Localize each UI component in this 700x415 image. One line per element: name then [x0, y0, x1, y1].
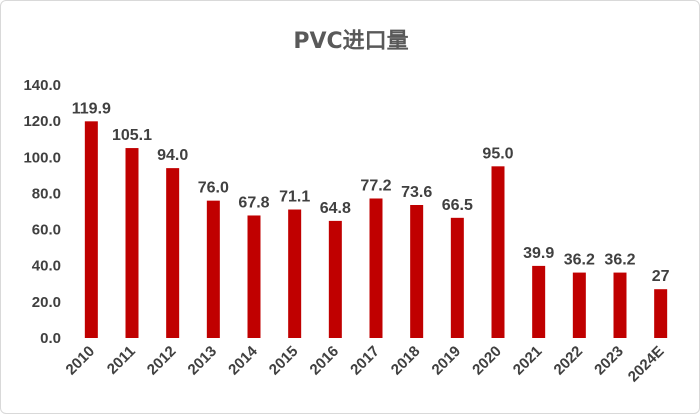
- x-tick-label: 2021: [510, 343, 546, 379]
- x-tick-label: 2022: [551, 343, 587, 379]
- x-tick-label: 2016: [307, 343, 343, 379]
- y-tick-label: 140.0: [23, 77, 61, 94]
- x-tick-label: 2018: [388, 343, 424, 379]
- y-tick-label: 20.0: [32, 294, 61, 311]
- bar: [491, 166, 505, 338]
- y-tick-label: 0.0: [40, 330, 61, 347]
- data-label: 76.0: [198, 180, 229, 197]
- y-tick-label: 80.0: [32, 185, 61, 202]
- x-tick-label: 2023: [591, 343, 627, 379]
- data-label: 95.0: [482, 145, 513, 162]
- bar: [572, 272, 586, 338]
- bar: [206, 200, 220, 338]
- data-label: 71.1: [279, 189, 310, 206]
- y-tick-label: 60.0: [32, 222, 61, 239]
- data-label: 94.0: [157, 147, 188, 164]
- x-tick-label: 2012: [144, 343, 180, 379]
- y-tick-label: 120.0: [23, 113, 61, 130]
- data-label: 66.5: [442, 197, 473, 214]
- x-tick-label: 2015: [266, 343, 302, 379]
- x-tick-label: 2011: [104, 343, 139, 378]
- data-label: 36.2: [564, 252, 595, 269]
- x-axis: 2010 2011 2012 2013 2014 2015 2016 2017 2018 2019…: [63, 342, 668, 385]
- data-label: 119.9: [72, 100, 111, 117]
- y-axis: 0.0 20.0 40.0 60.0 80.0 100.0 120.0 140.0: [23, 77, 61, 347]
- bar: [532, 265, 546, 338]
- bar: [125, 148, 139, 338]
- bar: [654, 289, 668, 338]
- data-label: 77.2: [360, 177, 391, 194]
- x-tick-label: 2020: [469, 343, 505, 379]
- bar: [410, 204, 424, 338]
- y-tick-label: 40.0: [32, 258, 61, 275]
- bar: [613, 272, 627, 338]
- data-label: 36.2: [604, 252, 635, 269]
- bar: [247, 215, 261, 338]
- bar: [450, 217, 464, 338]
- bar: [84, 121, 98, 338]
- bar-series: [84, 121, 668, 338]
- chart-title: PVC进口量: [293, 29, 409, 54]
- bar: [288, 209, 302, 338]
- x-tick-label: 2019: [429, 343, 465, 379]
- data-label: 39.9: [523, 245, 554, 262]
- x-tick-label: 2013: [185, 343, 221, 379]
- bar: [166, 168, 180, 338]
- x-tick-label: 2017: [347, 343, 383, 379]
- x-tick-label: 2024E: [625, 343, 668, 386]
- data-label: 73.6: [401, 184, 432, 201]
- x-tick-label: 2014: [225, 342, 261, 378]
- x-tick-label: 2010: [63, 343, 99, 379]
- bar: [369, 198, 383, 338]
- bar: [328, 220, 342, 338]
- y-tick-label: 100.0: [23, 149, 61, 166]
- data-label: 105.1: [112, 127, 152, 144]
- data-label: 27: [652, 268, 670, 285]
- data-label: 67.8: [238, 194, 269, 211]
- data-label: 64.8: [320, 200, 351, 217]
